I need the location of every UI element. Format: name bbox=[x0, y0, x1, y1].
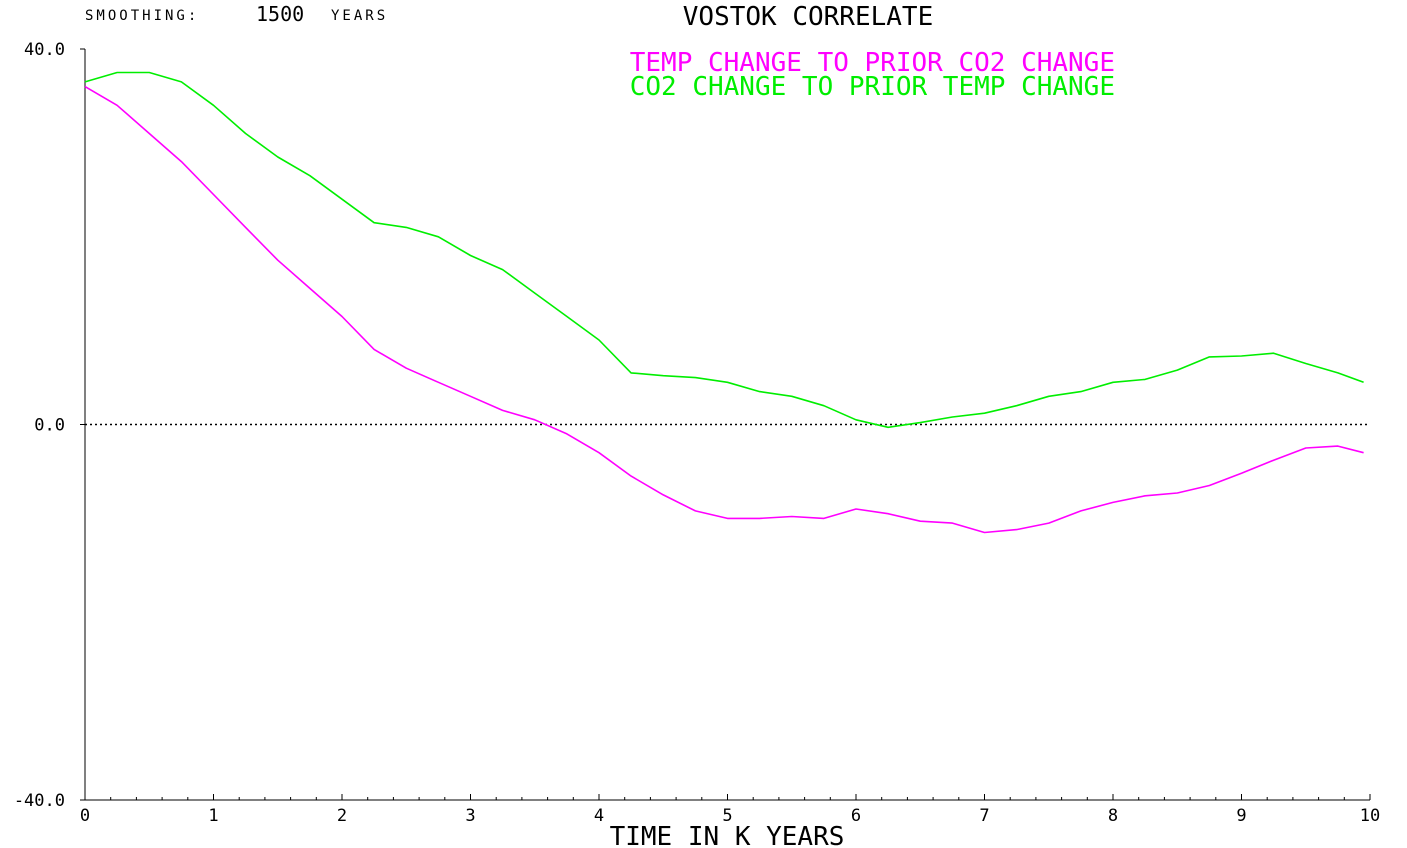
series-line-0 bbox=[84, 85, 1364, 534]
legend-entry-co2-to-temp: CO2 CHANGE TO PRIOR TEMP CHANGE bbox=[630, 72, 1115, 102]
y-tick-label: -40.0 bbox=[14, 791, 65, 811]
axes: 0 1 2 3 4 5 6 7 8 9 10 40.0 0.0 -40.0 bbox=[14, 40, 1380, 826]
y-tick-label: 40.0 bbox=[24, 40, 65, 60]
legend-entry-temp-to-co2: TEMP CHANGE TO PRIOR CO2 CHANGE bbox=[630, 48, 1115, 78]
x-axis-label: TIME IN K YEARS bbox=[610, 822, 845, 848]
x-tick-label: 9 bbox=[1236, 806, 1246, 826]
smoothing-label: SMOOTHING: bbox=[85, 8, 199, 24]
x-tick-label: 4 bbox=[594, 806, 604, 826]
series-line-1 bbox=[84, 71, 1364, 429]
smoothing-value: 1500 bbox=[256, 2, 304, 26]
x-tick-label: 7 bbox=[979, 806, 989, 826]
series-lines bbox=[84, 71, 1364, 534]
y-tick-label: 0.0 bbox=[34, 416, 65, 436]
x-tick-label: 5 bbox=[722, 806, 732, 826]
x-tick-label: 1 bbox=[208, 806, 218, 826]
smoothing-readout: SMOOTHING: 1500 YEARS bbox=[85, 2, 388, 26]
chart-title: VOSTOK CORRELATE bbox=[683, 2, 933, 32]
x-tick-label: 10 bbox=[1360, 806, 1380, 826]
x-tick-label: 0 bbox=[80, 806, 90, 826]
smoothing-unit: YEARS bbox=[331, 8, 388, 24]
x-tick-label: 2 bbox=[337, 806, 347, 826]
x-tick-label: 8 bbox=[1108, 806, 1118, 826]
x-tick-label: 6 bbox=[851, 806, 861, 826]
x-tick-label: 3 bbox=[465, 806, 475, 826]
